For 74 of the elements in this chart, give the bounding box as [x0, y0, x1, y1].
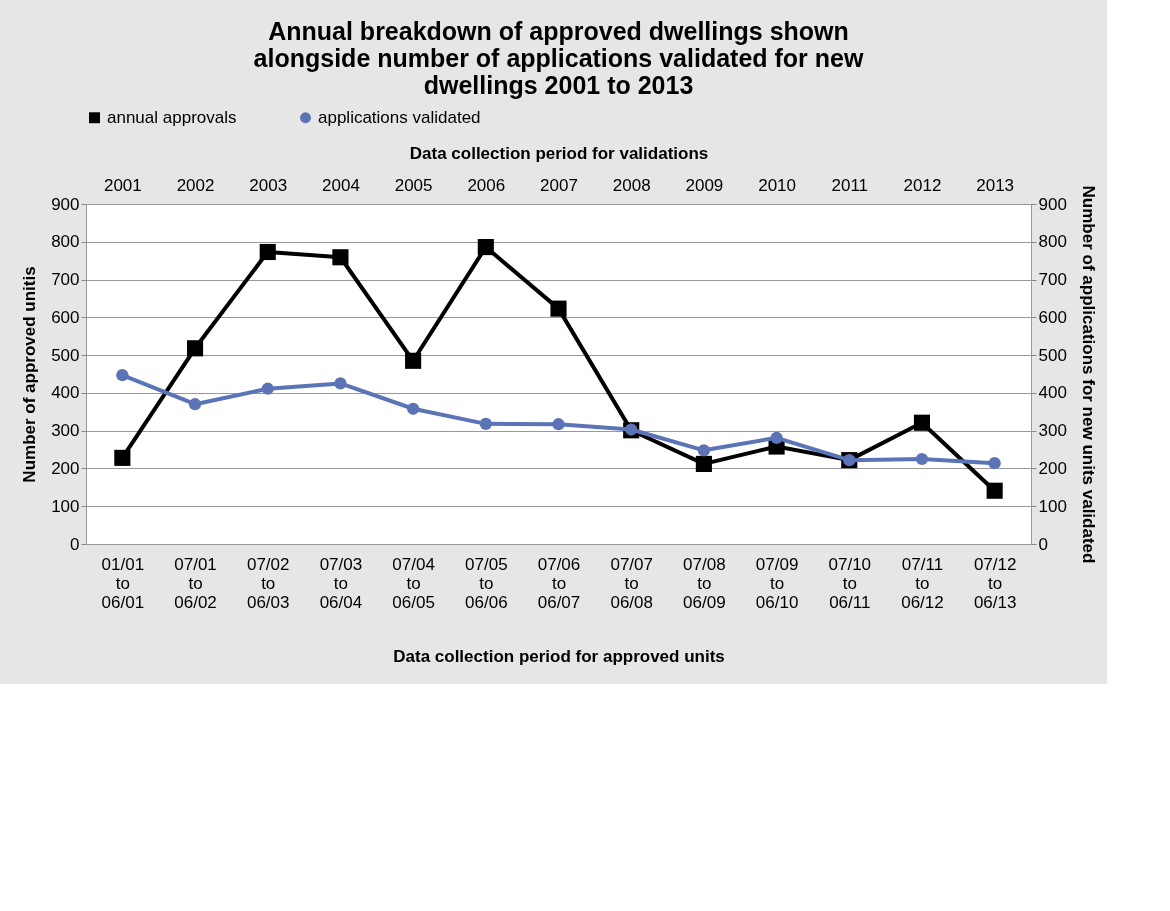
x2-tick-label: 2013 [976, 175, 1015, 195]
x2-tick-label: 2012 [903, 175, 942, 195]
x2-tick-label: 2007 [540, 175, 578, 195]
x2-tick-label: 2002 [176, 175, 215, 195]
y-axis-title: Number of approved unitis [20, 266, 40, 483]
x-tick-label: 07/06 to 06/07 [537, 554, 581, 612]
x-axis-title: Data collection period for approved units [393, 646, 725, 666]
x-tick-label: 07/01 to 06/02 [174, 554, 217, 612]
x-tick-label: 07/02 to 06/03 [246, 554, 290, 612]
point [695, 455, 712, 472]
y2-tick-label: 400 [1038, 383, 1067, 403]
point [334, 377, 347, 390]
point [915, 452, 929, 466]
point [259, 243, 276, 261]
x-tick-label: 07/09 to 06/10 [755, 554, 799, 612]
point [477, 239, 494, 256]
y-tick-label: 500 [51, 345, 80, 365]
x-tick-label: 07/05 to 06/06 [465, 554, 508, 612]
y2-tick-label: 600 [1038, 307, 1067, 327]
y-tick-label: 0 [70, 534, 80, 554]
y2-tick-label: 100 [1038, 496, 1067, 516]
y2-tick-label: 900 [1038, 194, 1067, 214]
x2-tick-label: 2003 [249, 175, 288, 195]
point [114, 449, 131, 466]
point [986, 482, 1003, 499]
x2-tick-label: 2010 [758, 175, 796, 195]
x2-axis-title: Data collection period for validations [409, 143, 709, 163]
x2-tick-label: 2004 [322, 175, 360, 195]
point [697, 444, 711, 457]
point [116, 369, 129, 382]
y-tick-label: 100 [51, 496, 80, 516]
y2-tick-label: 300 [1038, 421, 1067, 441]
x2-tick-label: 2011 [831, 175, 869, 195]
y-tick-label: 600 [51, 307, 80, 327]
x2-tick-label: 2008 [612, 175, 651, 195]
point [405, 352, 422, 369]
point [406, 402, 420, 415]
x-tick-label: 07/08 to 06/09 [683, 554, 726, 612]
x2-tick-label: 2005 [394, 175, 433, 195]
point [261, 382, 274, 395]
point [186, 340, 204, 357]
y2-axis-title: Number of applications for new units validated [1078, 185, 1098, 564]
point [988, 457, 1001, 470]
y-tick-label: 200 [51, 458, 80, 478]
x-tick-label: 07/04 to 06/05 [392, 554, 435, 612]
y-tick-label: 400 [51, 383, 80, 403]
x-tick-label: 07/10 to 06/11 [828, 554, 872, 612]
point [770, 431, 783, 444]
legend-label: annual approvals [107, 107, 237, 127]
x2-tick-label: 2006 [467, 175, 506, 195]
y-tick-label: 800 [51, 232, 80, 252]
x-tick-label: 07/07 to 06/08 [610, 554, 653, 612]
x-tick-label: 07/11 to 06/12 [901, 554, 944, 612]
y-tick-label: 300 [51, 421, 80, 441]
point [550, 300, 567, 317]
y-tick-label: 900 [51, 194, 80, 214]
y2-tick-label: 200 [1038, 458, 1067, 478]
x-tick-label: 01/01 to 06/01 [101, 554, 145, 612]
point [552, 418, 565, 431]
point [913, 414, 931, 431]
x-tick-label: 07/12 to 06/13 [973, 554, 1017, 612]
legend-label: applications validated [318, 107, 481, 127]
point [479, 417, 492, 430]
x-tick-label: 07/03 to 06/04 [319, 554, 363, 612]
y2-tick-label: 500 [1038, 345, 1067, 365]
x2-tick-label: 2001 [103, 175, 142, 195]
y2-tick-label: 800 [1038, 232, 1067, 252]
chart-title: Annual breakdown of approved dwellings shown alongside number of applications validated for new dwellings 2001 to 2013 [253, 17, 864, 99]
point [332, 249, 349, 266]
y-tick-label: 700 [51, 270, 80, 290]
point [188, 398, 202, 411]
y2-tick-label: 0 [1038, 534, 1048, 554]
x2-tick-label: 2009 [685, 175, 724, 195]
y2-tick-label: 700 [1038, 270, 1067, 290]
